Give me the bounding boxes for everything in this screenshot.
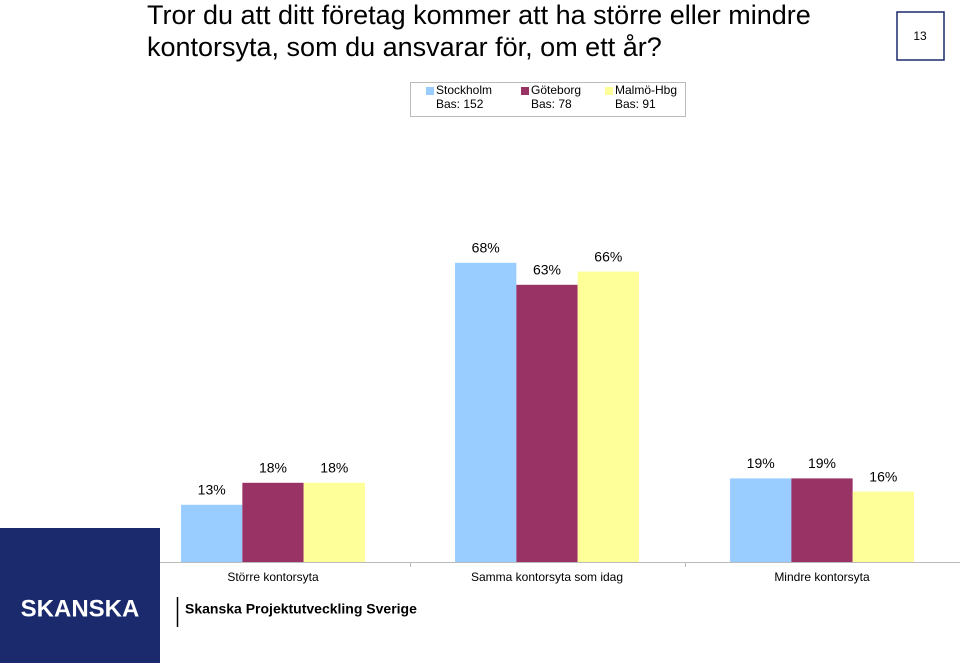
bar [242, 482, 304, 562]
bar [303, 482, 365, 562]
legend-note: Bas: 78 [531, 97, 572, 111]
legend-swatch [521, 87, 529, 95]
logo: SKANSKA [21, 595, 140, 622]
value-label: 18% [320, 460, 348, 476]
legend-label: Göteborg [531, 83, 581, 97]
legend-swatch [605, 87, 613, 95]
bar [730, 478, 792, 562]
value-label: 19% [747, 455, 775, 471]
title-line: kontorsyta, som du ansvarar för, om ett … [147, 32, 662, 62]
legend-box [410, 82, 686, 117]
x-tick-label: Större kontorsyta [227, 570, 319, 584]
value-label: 16% [869, 468, 897, 484]
value-label: 63% [533, 262, 561, 278]
value-label: 68% [472, 240, 500, 256]
value-label: 66% [594, 248, 622, 264]
x-tick-label: Mindre kontorsyta [774, 570, 870, 584]
value-label: 13% [198, 482, 226, 498]
value-label: 18% [259, 460, 287, 476]
legend-note: Bas: 91 [615, 97, 656, 111]
page-number: 13 [913, 29, 927, 43]
bar [852, 491, 914, 562]
legend-note: Bas: 152 [436, 97, 484, 111]
legend-label: Stockholm [436, 83, 492, 97]
bar [791, 478, 853, 562]
legend-swatch [426, 87, 434, 95]
legend-label: Malmö-Hbg [615, 83, 677, 97]
bar [455, 262, 517, 562]
logo-box [0, 528, 160, 663]
title-line: Tror du att ditt företag kommer att ha s… [147, 0, 811, 30]
bar [181, 504, 243, 562]
bar [577, 271, 639, 562]
x-tick-label: Samma kontorsyta som idag [471, 570, 623, 584]
bar [516, 284, 578, 562]
footer-text: Skanska Projektutveckling Sverige [185, 601, 417, 617]
page-number-box [896, 11, 945, 61]
value-label: 19% [808, 455, 836, 471]
